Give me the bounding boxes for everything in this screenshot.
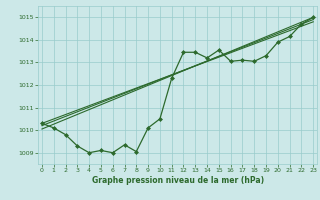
- X-axis label: Graphe pression niveau de la mer (hPa): Graphe pression niveau de la mer (hPa): [92, 176, 264, 185]
